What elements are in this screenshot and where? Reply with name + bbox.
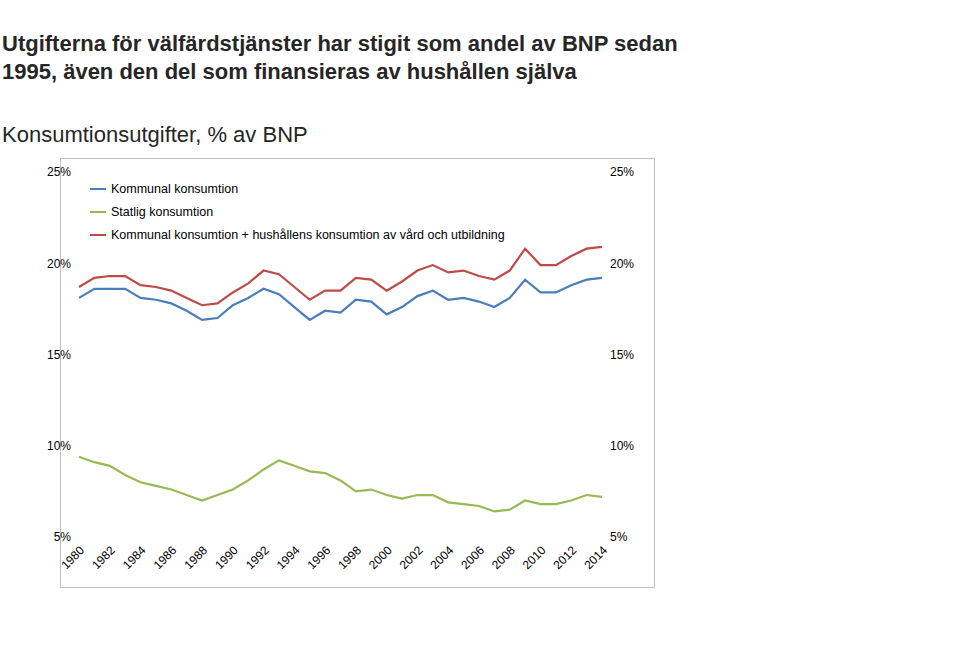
svg-text:2000: 2000 — [366, 543, 395, 572]
svg-text:2004: 2004 — [428, 543, 457, 572]
html-text:Kommunal konsumtion: Kommunal konsumtion — [111, 181, 239, 196]
svg-text:2014: 2014 — [581, 543, 610, 572]
svg-text:25%: 25% — [47, 165, 71, 179]
svg-text:1994: 1994 — [274, 543, 303, 572]
svg-text:15%: 15% — [47, 348, 71, 362]
html-text:Kommunal konsumtion + hushålle: Kommunal konsumtion + hushållens konsumt… — [111, 227, 505, 242]
svg-text:2010: 2010 — [520, 543, 549, 572]
html-text:Konsumtionsutgifter, % av BNP: Konsumtionsutgifter, % av BNP — [2, 122, 308, 147]
svg-text:1986: 1986 — [151, 543, 180, 572]
svg-text:20%: 20% — [47, 257, 71, 271]
svg-text:20%: 20% — [610, 257, 634, 271]
svg-text:25%: 25% — [610, 165, 634, 179]
svg-text:1996: 1996 — [304, 543, 333, 572]
svg-text:2002: 2002 — [397, 543, 426, 572]
svg-text:1980: 1980 — [58, 543, 87, 572]
svg-text:10%: 10% — [610, 439, 634, 453]
svg-text:1984: 1984 — [120, 543, 149, 572]
svg-text:2012: 2012 — [551, 543, 580, 572]
svg-text:5%: 5% — [54, 530, 72, 544]
svg-text:1982: 1982 — [89, 543, 118, 572]
html-text:Statlig konsumtion: Statlig konsumtion — [111, 204, 214, 219]
svg-text:1988: 1988 — [181, 543, 210, 572]
html-text:Utgifterna för välfärdstjänste: Utgifterna för välfärdstjänster har stig… — [2, 31, 678, 84]
svg-text:1992: 1992 — [243, 543, 272, 572]
svg-text:5%: 5% — [610, 530, 628, 544]
svg-text:1998: 1998 — [335, 543, 364, 572]
svg-text:10%: 10% — [47, 439, 71, 453]
svg-text:15%: 15% — [610, 348, 634, 362]
svg-text:1990: 1990 — [212, 543, 241, 572]
svg-text:2006: 2006 — [458, 543, 487, 572]
svg-text:2008: 2008 — [489, 543, 518, 572]
